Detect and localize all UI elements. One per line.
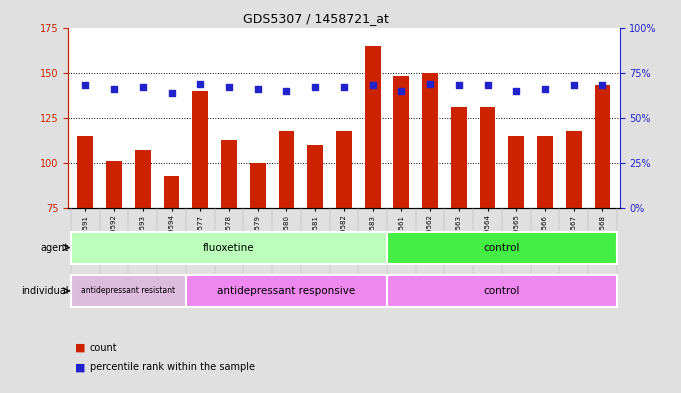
Text: GSM1059564: GSM1059564 xyxy=(485,215,490,261)
Point xyxy=(454,82,464,88)
Text: GSM1059580: GSM1059580 xyxy=(283,215,289,262)
Bar xyxy=(78,136,93,208)
Text: antidepressant resistant: antidepressant resistant xyxy=(81,286,176,295)
Point xyxy=(281,88,292,94)
Bar xyxy=(250,163,266,208)
Text: control: control xyxy=(484,286,520,296)
Point xyxy=(310,84,321,90)
Bar xyxy=(422,73,438,208)
Bar xyxy=(387,231,617,263)
Bar xyxy=(221,140,237,208)
Text: ■: ■ xyxy=(75,362,85,373)
Bar xyxy=(387,275,617,307)
Bar xyxy=(537,136,553,208)
Point xyxy=(367,82,378,88)
Bar xyxy=(279,130,294,208)
Point xyxy=(396,88,407,94)
Bar xyxy=(307,145,323,208)
Bar xyxy=(595,85,610,208)
Text: antidepressant responsive: antidepressant responsive xyxy=(217,286,355,296)
Bar xyxy=(394,76,409,208)
Bar xyxy=(163,176,179,208)
Text: GSM1059591: GSM1059591 xyxy=(82,215,89,262)
Bar xyxy=(186,275,387,307)
Text: GSM1059579: GSM1059579 xyxy=(255,215,261,262)
Text: GSM1059563: GSM1059563 xyxy=(456,215,462,262)
Text: GSM1059581: GSM1059581 xyxy=(312,215,318,262)
Point xyxy=(138,84,148,90)
Text: GSM1059593: GSM1059593 xyxy=(140,215,146,262)
Point xyxy=(568,82,579,88)
Text: fluoxetine: fluoxetine xyxy=(203,242,255,253)
Text: GSM1059566: GSM1059566 xyxy=(542,215,548,262)
Text: GSM1059583: GSM1059583 xyxy=(370,215,376,262)
Point xyxy=(511,88,522,94)
Bar xyxy=(336,130,352,208)
Text: GSM1059561: GSM1059561 xyxy=(398,215,405,262)
Bar xyxy=(479,107,496,208)
Point xyxy=(108,86,120,92)
Point xyxy=(223,84,234,90)
Bar xyxy=(135,151,151,208)
Bar xyxy=(365,46,381,208)
Point xyxy=(425,81,436,87)
Title: GDS5307 / 1458721_at: GDS5307 / 1458721_at xyxy=(243,12,390,25)
Text: GSM1059568: GSM1059568 xyxy=(599,215,605,262)
Text: count: count xyxy=(90,343,118,353)
Point xyxy=(252,86,263,92)
Text: GSM1059562: GSM1059562 xyxy=(427,215,433,261)
Bar xyxy=(451,107,466,208)
Bar xyxy=(71,231,387,263)
Text: GSM1059577: GSM1059577 xyxy=(197,215,203,262)
Point xyxy=(80,82,91,88)
Point xyxy=(166,90,177,96)
Text: ■: ■ xyxy=(75,343,85,353)
Text: GSM1059565: GSM1059565 xyxy=(513,215,520,261)
Text: GSM1059592: GSM1059592 xyxy=(111,215,117,261)
Bar xyxy=(71,275,186,307)
Bar xyxy=(106,161,122,208)
Text: percentile rank within the sample: percentile rank within the sample xyxy=(90,362,255,373)
Text: GSM1059582: GSM1059582 xyxy=(341,215,347,261)
Text: individual: individual xyxy=(21,286,69,296)
Point xyxy=(482,82,493,88)
Bar xyxy=(509,136,524,208)
Text: GSM1059578: GSM1059578 xyxy=(226,215,232,262)
Text: GSM1059567: GSM1059567 xyxy=(571,215,577,262)
Text: agent: agent xyxy=(40,242,69,253)
Bar xyxy=(566,130,582,208)
Point xyxy=(338,84,349,90)
Text: control: control xyxy=(484,242,520,253)
Point xyxy=(195,81,206,87)
Bar xyxy=(192,91,208,208)
Point xyxy=(597,82,608,88)
Text: GSM1059594: GSM1059594 xyxy=(168,215,174,261)
Point xyxy=(539,86,550,92)
